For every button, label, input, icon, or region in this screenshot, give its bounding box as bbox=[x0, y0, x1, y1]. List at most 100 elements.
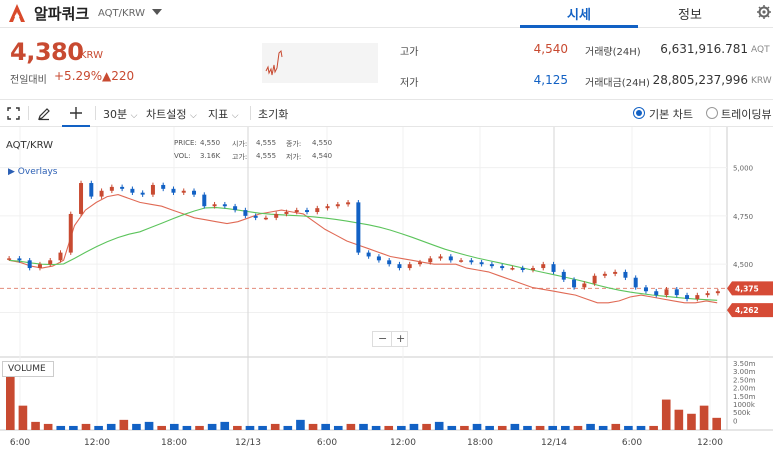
candle-body bbox=[695, 295, 700, 299]
volume-bar bbox=[649, 425, 658, 430]
time-tick-label: 6:00 bbox=[622, 438, 642, 448]
volume-bar bbox=[359, 423, 368, 430]
time-tick-label: 18:00 bbox=[161, 438, 187, 448]
zoom-out-button[interactable]: − bbox=[378, 332, 388, 345]
candle-body bbox=[356, 202, 361, 253]
basic-chart-label[interactable]: 기본 차트 bbox=[649, 108, 693, 121]
chart-symbol: AQT/KRW bbox=[6, 140, 54, 151]
volume-bar bbox=[245, 425, 255, 430]
candle-body bbox=[376, 256, 381, 261]
fullscreen-icon[interactable] bbox=[7, 107, 20, 120]
candle-body bbox=[397, 264, 402, 269]
volume-bar bbox=[207, 423, 217, 430]
zoom-in-button[interactable]: + bbox=[396, 332, 406, 345]
change-amount: ▲220 bbox=[102, 69, 135, 83]
ohlc-high-value: 4,555 bbox=[256, 152, 277, 160]
price-tick-label: 4,500 bbox=[733, 261, 753, 269]
candle-body bbox=[510, 268, 515, 270]
candle-body bbox=[685, 295, 690, 299]
volume-tick-label: 3.50m bbox=[733, 360, 756, 368]
volume-bar bbox=[270, 423, 280, 430]
reset-button[interactable]: 초기화 bbox=[258, 108, 289, 121]
candle-body bbox=[253, 215, 258, 218]
candle-body bbox=[161, 184, 166, 189]
candle-body bbox=[335, 204, 340, 207]
chart-canvas[interactable]: 5,0004,7504,5004,2506:0012:0018:0012/136… bbox=[0, 127, 773, 453]
candle-body bbox=[263, 217, 268, 220]
tradingview-radio[interactable] bbox=[706, 107, 718, 119]
low-label: 저가 bbox=[400, 78, 419, 89]
volume-bar bbox=[712, 417, 721, 430]
mini-sparkline bbox=[262, 43, 378, 83]
overlays-toggle[interactable]: ▶ Overlays bbox=[8, 167, 57, 177]
candle-body bbox=[489, 264, 494, 267]
chart-settings-label: 차트설정 bbox=[146, 108, 187, 121]
candle-body bbox=[582, 283, 587, 288]
current-price: 4,380 bbox=[10, 38, 84, 66]
chart-axes: 5,0004,7504,5004,2506:0012:0018:0012/136… bbox=[10, 165, 773, 448]
volume-bar bbox=[144, 421, 154, 430]
volume-bar bbox=[371, 425, 381, 430]
current-price-tag-text: 4,375 bbox=[735, 284, 759, 293]
volume-bar bbox=[195, 425, 204, 430]
zoom-controls: − + bbox=[372, 331, 408, 347]
change-percent: +5.29% bbox=[54, 69, 103, 83]
chevron-down-icon: ⌵ bbox=[231, 111, 239, 121]
volume-bar bbox=[687, 413, 696, 430]
tab-market-price[interactable]: 시세 bbox=[567, 8, 591, 23]
volume-bar bbox=[43, 423, 53, 430]
candlesticks bbox=[7, 180, 720, 302]
candle-body bbox=[602, 273, 607, 276]
candle-body bbox=[48, 260, 53, 265]
indicators-menu[interactable]: 지표 ⌵ bbox=[208, 106, 239, 122]
ohlc-low-value: 4,540 bbox=[312, 152, 333, 160]
volume-bar bbox=[233, 425, 242, 430]
candle-body bbox=[633, 277, 638, 288]
chart-toolbar: 30분 ⌵ 차트설정 ⌵ 지표 ⌵ 초기화 기본 차트 트레이딩뷰 bbox=[0, 99, 773, 127]
pair-dropdown-caret-icon[interactable] bbox=[152, 8, 162, 16]
volume-bar bbox=[586, 423, 595, 430]
candle-body bbox=[346, 202, 351, 205]
candle-body bbox=[459, 260, 464, 262]
candle-body bbox=[448, 256, 453, 261]
ohlc-open-label: 시가: bbox=[232, 140, 248, 148]
volume-24h-value: 6,631,916.781 bbox=[660, 42, 748, 56]
ma-price-tag-bg bbox=[727, 303, 773, 318]
volume-bar bbox=[258, 425, 267, 430]
time-tick-label: 6:00 bbox=[10, 438, 30, 448]
candle-body bbox=[150, 184, 155, 195]
pencil-icon[interactable] bbox=[37, 107, 51, 121]
volume-tick-label: 1000k bbox=[733, 401, 756, 409]
crosshair-tool-button[interactable] bbox=[62, 100, 90, 127]
time-tick-label: 12/14 bbox=[541, 438, 567, 448]
time-tick-label: 12:00 bbox=[697, 438, 723, 448]
candle-body bbox=[479, 262, 484, 265]
time-tick-label: 12:00 bbox=[390, 438, 416, 448]
chart-settings-menu[interactable]: 차트설정 ⌵ bbox=[146, 106, 197, 122]
basic-chart-radio[interactable] bbox=[633, 107, 645, 119]
low-value: 4,125 bbox=[533, 73, 568, 87]
candle-body bbox=[274, 213, 279, 218]
tab-info[interactable]: 정보 bbox=[678, 8, 702, 23]
volume-bar bbox=[94, 425, 103, 430]
gear-icon[interactable] bbox=[757, 5, 771, 19]
volume-bar bbox=[132, 423, 141, 430]
candle-body bbox=[643, 287, 648, 292]
candle-body bbox=[243, 210, 248, 216]
price-tick-label: 4,750 bbox=[733, 213, 753, 221]
interval-selector[interactable]: 30분 ⌵ bbox=[103, 106, 137, 122]
amount-24h-unit: KRW bbox=[751, 76, 772, 86]
tradingview-label[interactable]: 트레이딩뷰 bbox=[721, 108, 772, 121]
chart-grid bbox=[0, 127, 773, 431]
volume-bar bbox=[460, 425, 469, 430]
volume-tick-label: 3.00m bbox=[733, 368, 756, 376]
candle-body bbox=[222, 204, 227, 207]
price-chart[interactable]: 5,0004,7504,5004,2506:0012:0018:0012/136… bbox=[0, 127, 773, 453]
volume-bar bbox=[472, 423, 482, 430]
coin-pair: AQT/KRW bbox=[98, 8, 146, 19]
candle-body bbox=[171, 188, 176, 193]
candle-body bbox=[58, 252, 63, 261]
candle-body bbox=[120, 186, 125, 189]
volume-bar bbox=[333, 425, 343, 430]
volume-bar bbox=[106, 423, 116, 430]
